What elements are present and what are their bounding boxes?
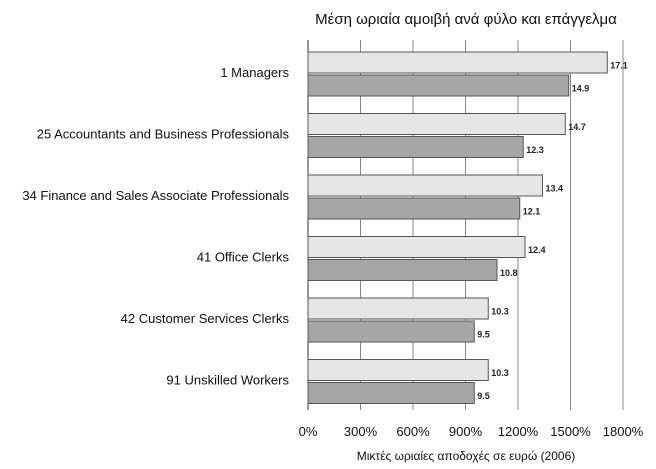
data-label: 14.7 (568, 122, 586, 132)
chart-title: Μέση ωριαία αμοιβή ανά φύλο και επάγγελμ… (315, 11, 617, 28)
bar (307, 259, 498, 281)
bar (307, 197, 521, 220)
bar (307, 136, 524, 158)
x-axis-label: Μικτές ωριαίες αποδοχές σε ευρώ (2006) (357, 449, 576, 463)
x-tick-label: 600% (396, 424, 430, 439)
x-tick-label: 1200% (498, 424, 539, 439)
bar (307, 359, 489, 381)
x-tick-label: 900% (449, 424, 483, 439)
data-label: 14.9 (572, 84, 590, 94)
data-label: 12.4 (528, 245, 546, 255)
category-label: 1 Managers (220, 65, 289, 80)
bar (307, 297, 489, 320)
data-label: 9.5 (477, 391, 490, 401)
x-tick-labels: 0% 300% 600% 900% 1200% 1500% 1800% (299, 424, 644, 439)
bar (307, 174, 543, 197)
data-label: 9.5 (477, 330, 490, 340)
category-label: 42 Customer Services Clerks (121, 311, 290, 326)
bar (307, 74, 570, 97)
category-label: 91 Unskilled Workers (166, 373, 289, 388)
category-label: 25 Accountants and Business Professional… (37, 127, 290, 142)
bar (307, 382, 475, 404)
bar (307, 51, 608, 74)
bar (307, 320, 475, 343)
x-tick-label: 300% (344, 424, 378, 439)
bars: 17.1 14.9 14.7 12.3 13.4 12.1 12.4 10.8 10.3 9.5 1… (307, 51, 628, 404)
data-label: 12.1 (523, 207, 541, 217)
data-label: 12.3 (526, 145, 544, 155)
x-tick-label: 1800% (603, 424, 644, 439)
category-label: 41 Office Clerks (197, 250, 290, 265)
x-tick-label: 1500% (550, 424, 591, 439)
category-labels: 1 Managers 25 Accountants and Business Pr… (22, 65, 289, 388)
bar (307, 236, 526, 258)
grid (307, 40, 624, 410)
category-label: 34 Finance and Sales Associate Professio… (22, 188, 289, 203)
data-label: 13.4 (546, 184, 564, 194)
data-label: 10.3 (491, 368, 509, 378)
x-tick-label: 0% (299, 424, 318, 439)
data-label: 10.3 (491, 307, 509, 317)
data-label: 10.8 (500, 268, 518, 278)
bar (307, 113, 566, 135)
data-label: 17.1 (610, 61, 628, 71)
